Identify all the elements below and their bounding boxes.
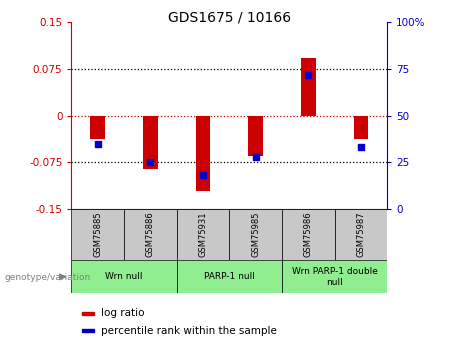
Bar: [82, 329, 95, 333]
Text: GSM75886: GSM75886: [146, 212, 155, 257]
Bar: [71, 209, 124, 260]
Bar: [282, 209, 335, 260]
Text: GSM75987: GSM75987: [356, 212, 366, 257]
Bar: [248, 116, 263, 156]
Text: Wrn null: Wrn null: [105, 272, 143, 282]
Text: GDS1675 / 10166: GDS1675 / 10166: [168, 10, 291, 24]
Bar: [177, 209, 229, 260]
Text: GSM75931: GSM75931: [199, 212, 207, 257]
Bar: [90, 116, 105, 139]
Text: percentile rank within the sample: percentile rank within the sample: [101, 326, 277, 336]
Bar: [335, 209, 387, 260]
Text: GSM75885: GSM75885: [93, 212, 102, 257]
Bar: [195, 116, 210, 191]
Bar: [354, 116, 368, 139]
Bar: [143, 116, 158, 169]
Bar: [177, 260, 282, 293]
Bar: [71, 260, 177, 293]
Text: GSM75986: GSM75986: [304, 212, 313, 257]
Text: PARP-1 null: PARP-1 null: [204, 272, 255, 282]
Bar: [124, 209, 177, 260]
Bar: [282, 260, 387, 293]
Text: genotype/variation: genotype/variation: [5, 273, 91, 282]
Bar: [82, 312, 95, 315]
Bar: [301, 58, 316, 116]
Text: log ratio: log ratio: [101, 308, 144, 318]
Bar: [230, 209, 282, 260]
Text: GSM75985: GSM75985: [251, 212, 260, 257]
Text: Wrn PARP-1 double
null: Wrn PARP-1 double null: [292, 267, 378, 287]
